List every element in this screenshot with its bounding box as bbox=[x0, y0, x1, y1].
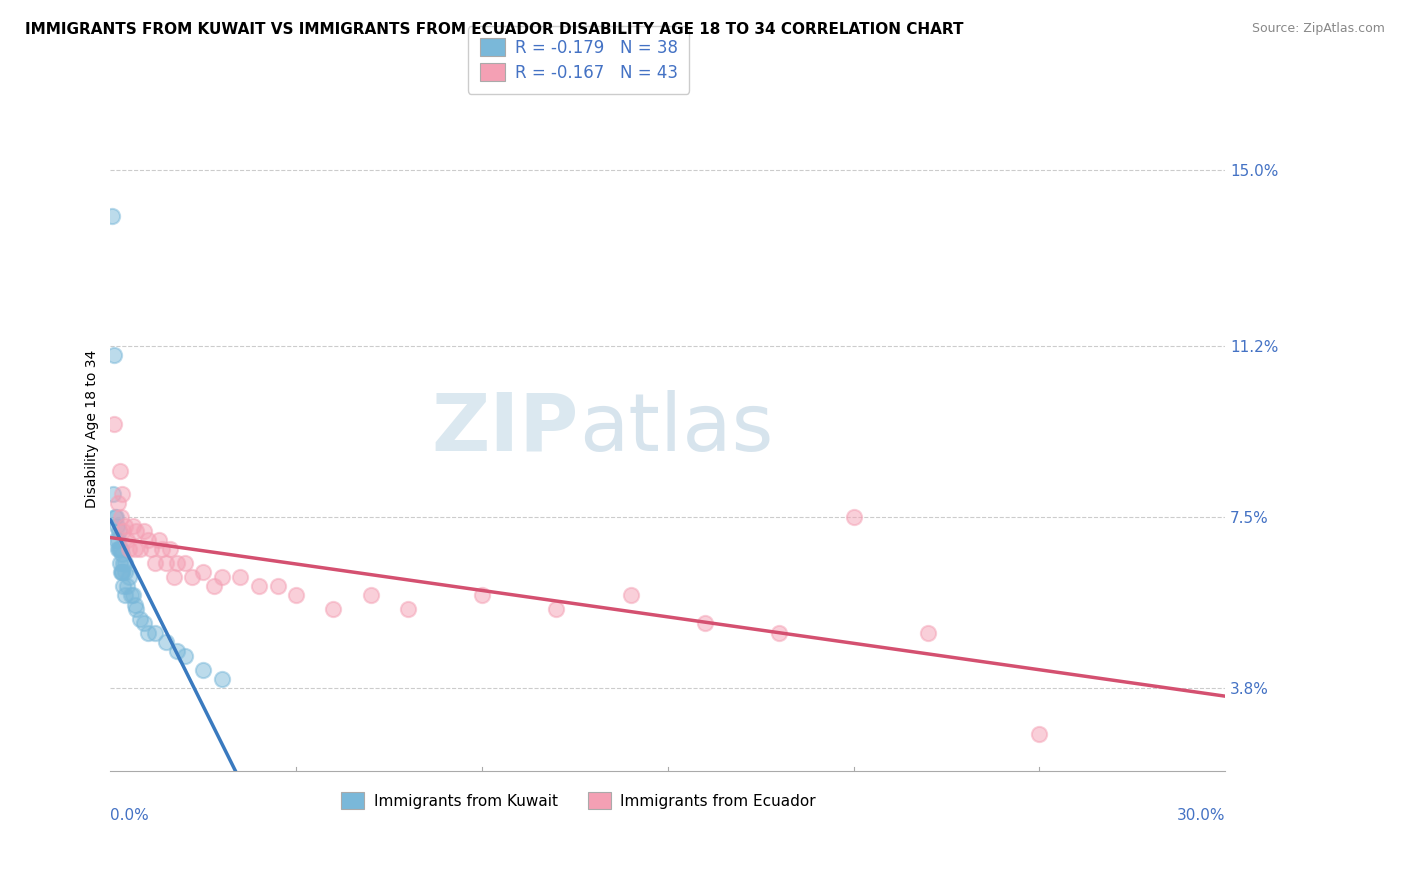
Point bbox=[396, 602, 419, 616]
Point bbox=[104, 533, 127, 547]
Point bbox=[114, 519, 136, 533]
Point bbox=[121, 519, 143, 533]
Point bbox=[1028, 727, 1050, 741]
Point bbox=[101, 209, 124, 223]
Point bbox=[121, 589, 143, 603]
Point bbox=[204, 579, 226, 593]
Point bbox=[105, 519, 128, 533]
Point bbox=[143, 625, 166, 640]
Point bbox=[104, 509, 127, 524]
Point bbox=[166, 644, 188, 658]
Point bbox=[108, 556, 131, 570]
Point bbox=[211, 570, 233, 584]
Point bbox=[103, 417, 125, 432]
Point bbox=[181, 570, 204, 584]
Point bbox=[104, 509, 127, 524]
Point bbox=[107, 496, 129, 510]
Point bbox=[471, 589, 494, 603]
Point bbox=[159, 542, 181, 557]
Text: Source: ZipAtlas.com: Source: ZipAtlas.com bbox=[1251, 22, 1385, 36]
Point bbox=[229, 570, 252, 584]
Point bbox=[114, 589, 136, 603]
Point bbox=[136, 625, 159, 640]
Text: 30.0%: 30.0% bbox=[1177, 808, 1225, 823]
Text: 0.0%: 0.0% bbox=[111, 808, 149, 823]
Point bbox=[322, 602, 344, 616]
Point bbox=[125, 524, 148, 538]
Point bbox=[152, 542, 174, 557]
Point bbox=[118, 570, 141, 584]
Point bbox=[285, 589, 308, 603]
Point bbox=[143, 556, 166, 570]
Point bbox=[110, 509, 132, 524]
Point bbox=[110, 547, 132, 561]
Point bbox=[173, 648, 195, 663]
Point bbox=[129, 612, 152, 626]
Legend: Immigrants from Kuwait, Immigrants from Ecuador: Immigrants from Kuwait, Immigrants from … bbox=[336, 786, 823, 815]
Point bbox=[247, 579, 270, 593]
Point bbox=[193, 566, 215, 580]
Point bbox=[842, 509, 865, 524]
Point bbox=[193, 663, 215, 677]
Point bbox=[136, 533, 159, 547]
Point bbox=[103, 348, 125, 362]
Point bbox=[173, 556, 195, 570]
Point bbox=[124, 598, 146, 612]
Point bbox=[124, 542, 146, 557]
Point bbox=[155, 634, 177, 648]
Point bbox=[148, 533, 170, 547]
Point bbox=[546, 602, 568, 616]
Point bbox=[108, 542, 131, 557]
Point bbox=[112, 524, 135, 538]
Point bbox=[112, 556, 135, 570]
Point bbox=[917, 625, 939, 640]
Point bbox=[155, 556, 177, 570]
Point bbox=[107, 542, 129, 557]
Point bbox=[110, 566, 132, 580]
Point bbox=[211, 672, 233, 686]
Point bbox=[129, 542, 152, 557]
Point bbox=[125, 602, 148, 616]
Point bbox=[162, 570, 184, 584]
Point bbox=[693, 616, 716, 631]
Text: atlas: atlas bbox=[579, 390, 773, 468]
Point bbox=[120, 589, 142, 603]
Point bbox=[166, 556, 188, 570]
Point bbox=[115, 579, 138, 593]
Point bbox=[118, 542, 141, 557]
Point bbox=[110, 542, 132, 557]
Point bbox=[360, 589, 382, 603]
Point bbox=[620, 589, 643, 603]
Point bbox=[115, 533, 138, 547]
Point bbox=[768, 625, 790, 640]
Point bbox=[103, 486, 125, 500]
Point bbox=[110, 566, 132, 580]
Point bbox=[110, 486, 132, 500]
Y-axis label: Disability Age 18 to 34: Disability Age 18 to 34 bbox=[86, 350, 100, 508]
Point bbox=[107, 533, 129, 547]
Point bbox=[111, 566, 134, 580]
Point bbox=[114, 566, 136, 580]
Point bbox=[107, 524, 129, 538]
Point bbox=[112, 579, 135, 593]
Point bbox=[266, 579, 288, 593]
Point bbox=[132, 524, 155, 538]
Point bbox=[107, 542, 129, 557]
Text: ZIP: ZIP bbox=[432, 390, 579, 468]
Point bbox=[141, 542, 163, 557]
Point bbox=[114, 556, 136, 570]
Point bbox=[108, 463, 131, 477]
Point bbox=[132, 616, 155, 631]
Text: IMMIGRANTS FROM KUWAIT VS IMMIGRANTS FROM ECUADOR DISABILITY AGE 18 TO 34 CORREL: IMMIGRANTS FROM KUWAIT VS IMMIGRANTS FRO… bbox=[25, 22, 963, 37]
